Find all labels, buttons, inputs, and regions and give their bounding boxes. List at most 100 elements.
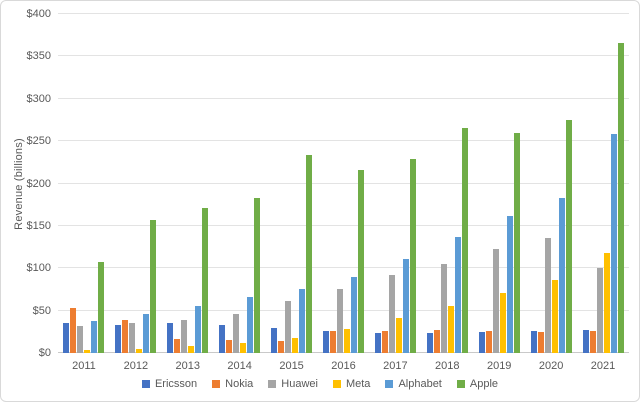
bar-group-2013: [162, 14, 214, 353]
x-tick-label-2015: 2015: [279, 360, 304, 372]
bar-nokia-2014: [226, 340, 233, 353]
bar-apple-2021: [617, 42, 624, 353]
bar-group-2021: [577, 14, 629, 353]
y-tick-label: $200: [26, 177, 51, 190]
bar-apple-2015: [306, 154, 313, 353]
gridline: [58, 140, 629, 142]
bar-huawei-2012: [129, 323, 136, 353]
x-axis-line: [58, 352, 629, 353]
bar-alphabet-2014: [247, 297, 254, 353]
bar-ericsson-2013: [167, 323, 174, 353]
x-tick-label-2013: 2013: [175, 360, 200, 372]
bar-alphabet-2017: [402, 258, 409, 353]
legend-label: Meta: [345, 378, 371, 390]
bar-nokia-2020: [537, 331, 544, 353]
gridline: [58, 13, 629, 14]
bar-nokia-2011: [70, 308, 77, 353]
bar-apple-2016: [357, 169, 364, 353]
y-tick-label: $400: [26, 8, 51, 20]
bar-huawei-2018: [440, 264, 447, 353]
bar-meta-2021: [603, 253, 610, 353]
bar-meta-2016: [343, 329, 350, 353]
gridline: [58, 309, 629, 311]
legend-marker-icon: [268, 380, 277, 388]
legend-item-meta: Meta: [332, 378, 371, 390]
x-tick-label-2014: 2014: [227, 360, 252, 372]
bar-huawei-2020: [544, 237, 551, 353]
bar-huawei-2017: [388, 275, 395, 353]
bar-huawei-2019: [492, 248, 499, 353]
y-tick-label: $150: [26, 219, 51, 232]
bar-ericsson-2017: [374, 332, 381, 353]
legend-item-huawei: Huawei: [268, 378, 318, 390]
bar-nokia-2021: [589, 331, 596, 353]
bar-alphabet-2020: [558, 197, 565, 353]
bar-nokia-2019: [485, 331, 492, 353]
gridline: [58, 97, 629, 99]
bar-huawei-2015: [285, 301, 292, 353]
legend-label: Alphabet: [398, 378, 442, 390]
x-tick-label-2012: 2012: [123, 360, 149, 372]
bar-nokia-2013: [174, 339, 181, 353]
bar-nokia-2012: [122, 319, 129, 353]
bar-group-2015: [266, 14, 318, 353]
x-tick-label-2020: 2020: [538, 360, 564, 372]
y-tick-label: $300: [26, 92, 51, 105]
x-tick-label-2021: 2021: [590, 360, 616, 372]
x-axis-tick-labels: 2011 2012 2013 2014 2015 2016 2017 2018 2019 2020…: [58, 360, 629, 372]
bar-alphabet-2013: [195, 305, 202, 353]
bar-meta-2020: [551, 280, 558, 353]
bar-group-2014: [214, 14, 266, 353]
bar-alphabet-2015: [299, 289, 306, 353]
bar-alphabet-2011: [91, 320, 98, 353]
x-tick-label-2018: 2018: [435, 360, 460, 372]
bar-apple-2017: [409, 158, 416, 353]
legend-marker-icon: [456, 380, 465, 388]
bar-apple-2019: [513, 132, 520, 353]
bar-group-2019: [473, 14, 525, 353]
x-tick-label-2019: 2019: [486, 360, 512, 372]
y-tick-label: $50: [32, 304, 51, 317]
bar-nokia-2018: [433, 330, 440, 353]
bar-meta-2017: [395, 318, 402, 353]
legend-item-ericsson: Ericsson: [141, 378, 198, 390]
legend-marker-icon: [212, 380, 221, 388]
bar-huawei-2011: [77, 325, 84, 353]
bar-meta-2011: [84, 349, 91, 353]
bar-meta-2012: [136, 348, 143, 353]
bar-meta-2015: [292, 337, 299, 353]
bar-ericsson-2015: [271, 328, 278, 353]
bar-nokia-2017: [381, 331, 388, 353]
plot-area: [58, 13, 629, 353]
legend-item-alphabet: Alphabet: [385, 378, 442, 390]
bar-apple-2018: [461, 127, 468, 353]
bar-meta-2018: [447, 305, 454, 353]
legend-label: Apple: [469, 378, 499, 390]
bar-huawei-2021: [596, 268, 603, 353]
y-tick-label: $0: [38, 347, 51, 359]
bar-ericsson-2012: [115, 325, 122, 353]
y-tick-label: $250: [26, 135, 51, 148]
bar-alphabet-2012: [143, 314, 150, 353]
legend-label: Nokia: [225, 378, 254, 390]
bar-meta-2014: [240, 342, 247, 353]
bar-groups: [58, 14, 629, 353]
bar-apple-2014: [254, 197, 261, 353]
bar-ericsson-2019: [478, 331, 485, 353]
bar-alphabet-2018: [454, 236, 461, 353]
bar-ericsson-2016: [322, 331, 329, 353]
x-tick-label-2016: 2016: [331, 360, 356, 372]
legend-label: Ericsson: [154, 378, 198, 390]
legend-marker-icon: [385, 380, 394, 388]
gridline: [58, 182, 629, 184]
bar-apple-2012: [150, 219, 157, 353]
gridline: [58, 267, 629, 269]
bar-group-2020: [525, 14, 577, 353]
bar-alphabet-2021: [610, 134, 617, 353]
bar-group-2018: [421, 14, 473, 353]
bar-group-2016: [318, 14, 370, 353]
bar-group-2012: [110, 14, 162, 353]
bar-group-2011: [58, 14, 110, 353]
bar-huawei-2014: [233, 314, 240, 353]
